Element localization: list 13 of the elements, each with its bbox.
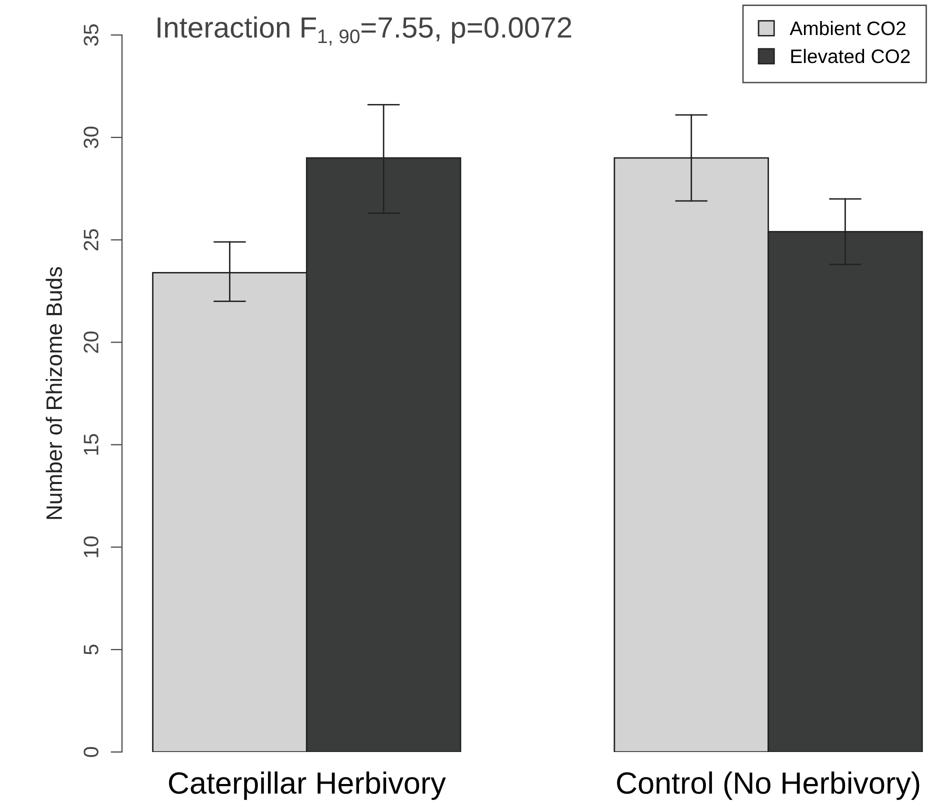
x-tick-label: Caterpillar Herbivory xyxy=(168,771,446,800)
y-tick-label: 5 xyxy=(84,644,98,655)
y-tick-label: 10 xyxy=(84,536,98,558)
y-tick-label: 15 xyxy=(84,434,98,455)
y-tick-label: 25 xyxy=(84,229,98,250)
y-axis-title: Number of Rhizome Buds xyxy=(46,267,62,519)
y-tick-label: 20 xyxy=(84,332,98,353)
legend-label: Ambient CO2 xyxy=(790,20,906,36)
x-tick-label: Control (No Herbivory) xyxy=(617,771,920,800)
legend-label: Elevated CO2 xyxy=(791,48,910,64)
y-tick-label: 30 xyxy=(84,126,98,148)
y-tick-label: 35 xyxy=(84,24,98,46)
y-tick-label: 0 xyxy=(84,747,98,757)
